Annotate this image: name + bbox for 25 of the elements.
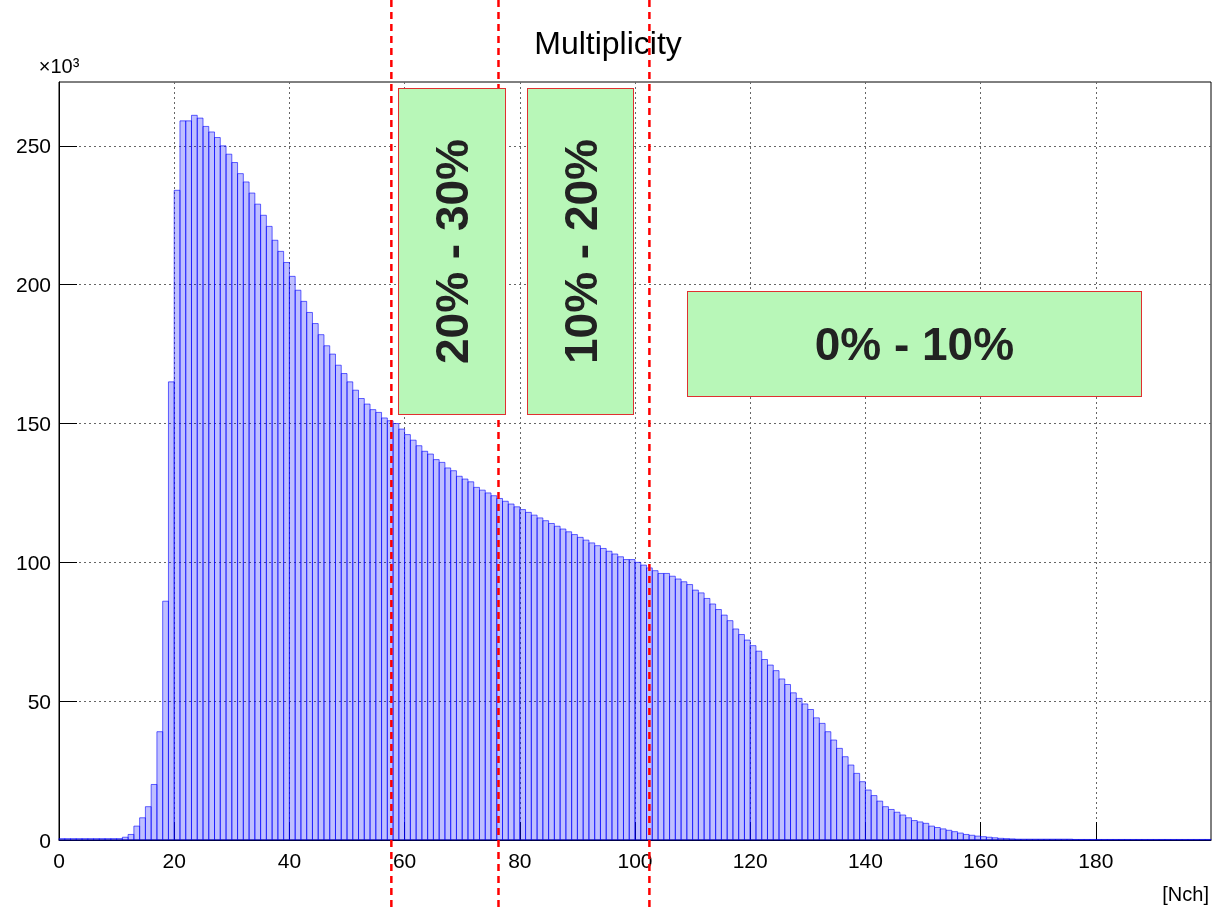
x-tick-label: 160	[963, 849, 999, 872]
x-tick-label: 40	[277, 849, 302, 872]
label-box: 20% - 30%	[397, 87, 506, 416]
x-tick-label: 140	[847, 849, 883, 872]
x-tick-label: 180	[1078, 849, 1114, 872]
x-tick-label: 20	[162, 849, 186, 872]
y-tick-label: 250	[15, 134, 51, 158]
x-tick-label: 60	[392, 849, 417, 872]
y-axis-title: ×10³	[38, 55, 80, 77]
y-tick-label: 100	[15, 550, 51, 574]
x-tick-label: 120	[732, 849, 768, 872]
annotation: 0% - 10%	[814, 317, 1015, 372]
x-axis-title: [Nch]	[1162, 883, 1209, 905]
label-box: 0% - 10%	[686, 291, 1142, 398]
annotation: 20% - 30%	[424, 138, 479, 364]
y-tick-label: 200	[15, 273, 51, 297]
y-tick-label: 0	[39, 828, 51, 852]
x-tick-label: 0	[53, 849, 65, 872]
annotation: 10% - 20%	[553, 138, 608, 364]
x-tick-label: 100	[617, 849, 653, 872]
chart-title: Multiplicity	[534, 25, 682, 61]
y-tick-label: 150	[15, 412, 51, 436]
label-box: 10% - 20%	[527, 87, 635, 416]
y-tick-label: 50	[27, 689, 51, 713]
x-tick-label: 80	[508, 849, 532, 872]
